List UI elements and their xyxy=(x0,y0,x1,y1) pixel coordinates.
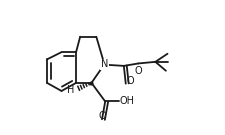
Text: N: N xyxy=(101,59,108,69)
Text: H: H xyxy=(68,85,75,95)
Text: O: O xyxy=(127,76,134,86)
Text: O: O xyxy=(98,111,106,121)
Text: OH: OH xyxy=(120,97,135,107)
Text: O: O xyxy=(135,66,142,76)
